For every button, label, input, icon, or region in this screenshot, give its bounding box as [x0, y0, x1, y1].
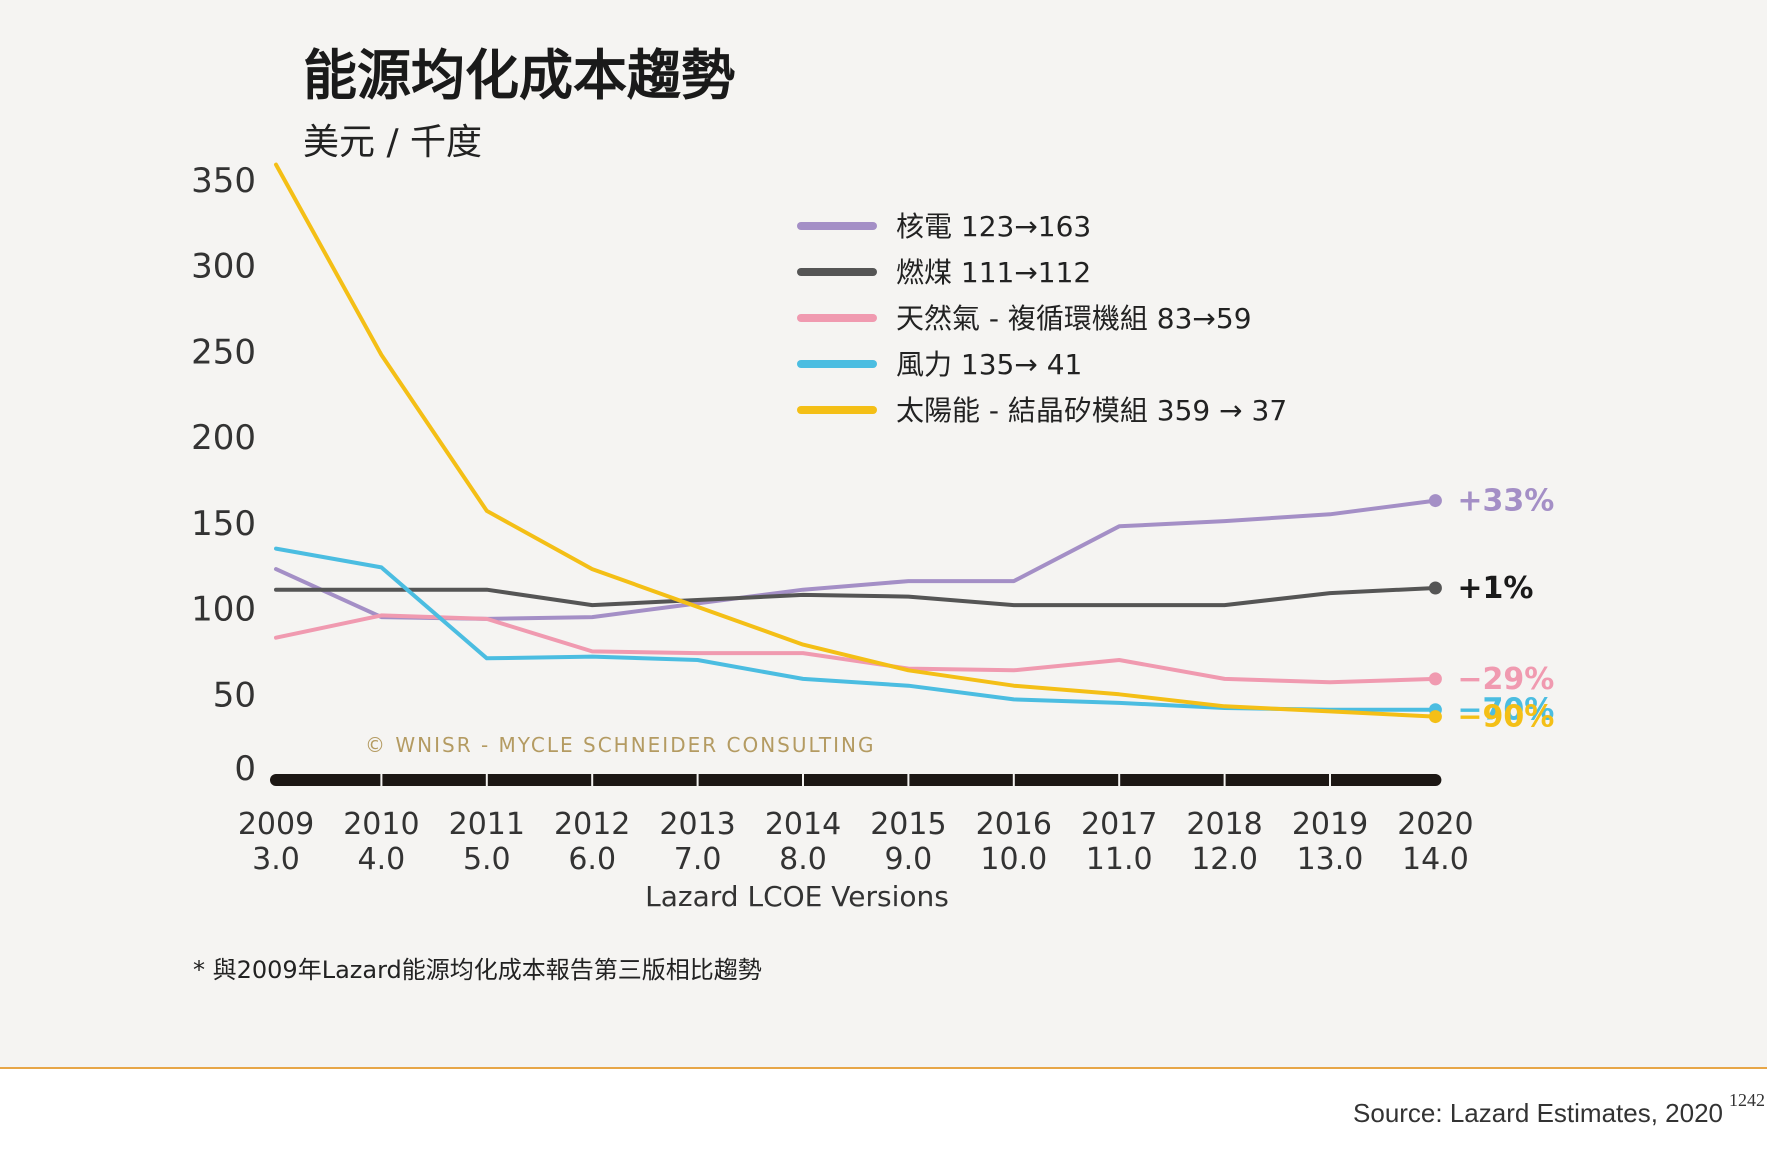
- series-end-label: +33%: [1457, 484, 1554, 519]
- x-tick-year: 2009: [238, 807, 314, 842]
- legend-entry: 核電 123→163: [896, 210, 1091, 243]
- series-line: [274, 586, 1438, 608]
- x-tick-year: 2014: [765, 807, 841, 842]
- x-tick-version: 4.0: [358, 842, 406, 877]
- x-tick-year: 2013: [659, 807, 735, 842]
- x-tick-year: 2015: [870, 807, 946, 842]
- x-tick-version: 11.0: [1086, 842, 1153, 877]
- series-layer: +33% +1% −29%−70%−90%: [274, 162, 1554, 735]
- y-axis: 350 300 250 200 150 100 50 0: [191, 161, 256, 789]
- page-number: 1242: [1729, 1090, 1765, 1110]
- y-tick-label: 200: [191, 418, 256, 458]
- source-note: Source: Lazard Estimates, 2020: [1353, 1098, 1723, 1128]
- y-tick-label: 0: [234, 749, 256, 789]
- watermark: © WNISR - MYCLE SCHNEIDER CONSULTING: [365, 733, 875, 757]
- y-tick-label: 50: [213, 675, 256, 715]
- series-end-label: −29%: [1457, 662, 1554, 697]
- y-tick-label: 100: [191, 590, 256, 630]
- x-tick-version: 7.0: [674, 842, 722, 877]
- series-line: [274, 162, 1438, 719]
- legend-entry: 天然氣 - 複循環機組 83→59: [896, 302, 1252, 335]
- footer-rule: [0, 1067, 1767, 1069]
- x-tick-version: 5.0: [463, 842, 511, 877]
- series-end-marker: [1428, 710, 1442, 724]
- series-line: [274, 546, 1438, 712]
- x-tick-version: 8.0: [779, 842, 827, 877]
- x-tick-version: 12.0: [1191, 842, 1258, 877]
- series-line: [274, 613, 1438, 685]
- x-tick-year: 2012: [554, 807, 630, 842]
- legend-entry: 風力 135→ 41: [896, 348, 1082, 381]
- y-tick-label: 300: [191, 247, 256, 287]
- y-tick-label: 250: [191, 332, 256, 372]
- y-tick-label: 150: [191, 504, 256, 544]
- x-axis-title: Lazard LCOE Versions: [645, 880, 949, 913]
- baseline-layer: [270, 774, 1442, 788]
- legend: 核電 123→163 燃煤 111→112 天然氣 - 複循環機組 83→59 風力 …: [797, 210, 1287, 427]
- chart-unit: 美元 / 千度: [303, 122, 482, 163]
- series-end-marker: [1428, 581, 1442, 595]
- series-end-label: −90%: [1457, 700, 1554, 735]
- legend-entry: 太陽能 - 結晶矽模組 359 → 37: [896, 394, 1287, 427]
- y-tick-label: 350: [191, 161, 256, 201]
- footnote: * 與2009年Lazard能源均化成本報告第三版相比趨勢: [193, 956, 762, 984]
- chart-title: 能源均化成本趨勢: [303, 44, 735, 107]
- x-tick-year: 2019: [1292, 807, 1368, 842]
- series-end-label: +1%: [1457, 571, 1533, 606]
- x-tick-year: 2010: [343, 807, 419, 842]
- x-tick-year: 2020: [1397, 807, 1473, 842]
- x-tick-year: 2016: [976, 807, 1052, 842]
- series-end-marker: [1428, 672, 1442, 686]
- legend-entry: 燃煤 111→112: [896, 256, 1091, 289]
- x-tick-year: 2018: [1186, 807, 1262, 842]
- x-tick-version: 6.0: [568, 842, 616, 877]
- x-tick-version: 10.0: [980, 842, 1047, 877]
- chart-panel: [0, 0, 1767, 1067]
- series-end-marker: [1428, 494, 1442, 508]
- series-end-label: −70%: [1457, 693, 1554, 728]
- x-tick-version: 14.0: [1402, 842, 1469, 877]
- x-tick-version: 3.0: [252, 842, 300, 877]
- x-tick-year: 2011: [449, 807, 525, 842]
- x-tick-version: 9.0: [885, 842, 933, 877]
- x-tick-version: 13.0: [1297, 842, 1364, 877]
- x-tick-year: 2017: [1081, 807, 1157, 842]
- lcoe-line-chart: 能源均化成本趨勢 美元 / 千度 350 300 250 200 150 100 50 0 2…: [191, 44, 1554, 984]
